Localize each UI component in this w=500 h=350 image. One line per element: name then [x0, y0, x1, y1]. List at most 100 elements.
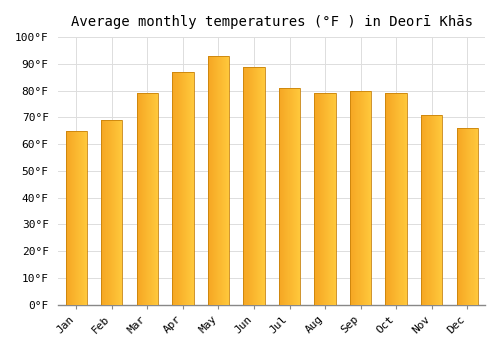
Bar — [104, 120, 106, 304]
Bar — [360, 91, 362, 304]
Bar — [282, 88, 283, 304]
Bar — [85, 131, 86, 304]
Bar — [80, 131, 82, 304]
Bar — [468, 128, 469, 304]
Bar — [250, 66, 251, 304]
Bar — [314, 93, 336, 304]
Bar — [216, 56, 218, 304]
Bar — [439, 115, 440, 304]
Bar — [320, 93, 321, 304]
Bar — [144, 93, 145, 304]
Bar — [225, 56, 226, 304]
Bar — [73, 131, 74, 304]
Bar — [432, 115, 433, 304]
Bar — [254, 66, 255, 304]
Bar — [350, 91, 372, 304]
Bar — [224, 56, 225, 304]
Bar — [155, 93, 156, 304]
Bar — [393, 93, 394, 304]
Bar — [226, 56, 227, 304]
Bar — [290, 88, 292, 304]
Bar — [110, 120, 112, 304]
Bar — [472, 128, 474, 304]
Bar — [358, 91, 360, 304]
Bar — [470, 128, 472, 304]
Bar — [398, 93, 400, 304]
Bar — [351, 91, 352, 304]
Bar — [292, 88, 294, 304]
Bar — [464, 128, 465, 304]
Bar — [140, 93, 141, 304]
Bar — [326, 93, 327, 304]
Bar — [113, 120, 114, 304]
Bar — [141, 93, 142, 304]
Bar — [256, 66, 257, 304]
Bar — [186, 72, 187, 304]
Bar — [284, 88, 285, 304]
Bar — [462, 128, 463, 304]
Bar — [460, 128, 461, 304]
Bar — [367, 91, 368, 304]
Bar — [78, 131, 80, 304]
Bar — [288, 88, 290, 304]
Bar — [188, 72, 190, 304]
Bar — [436, 115, 437, 304]
Bar — [70, 131, 71, 304]
Bar — [428, 115, 430, 304]
Bar — [461, 128, 462, 304]
Bar — [228, 56, 229, 304]
Bar — [396, 93, 397, 304]
Bar — [101, 120, 122, 304]
Bar — [208, 56, 209, 304]
Bar — [82, 131, 84, 304]
Bar — [172, 72, 194, 304]
Bar — [184, 72, 185, 304]
Bar — [437, 115, 438, 304]
Bar — [328, 93, 330, 304]
Bar — [214, 56, 215, 304]
Bar — [424, 115, 426, 304]
Bar — [440, 115, 442, 304]
Bar — [115, 120, 116, 304]
Bar — [66, 131, 68, 304]
Bar — [212, 56, 213, 304]
Bar — [352, 91, 353, 304]
Bar — [327, 93, 328, 304]
Bar — [434, 115, 435, 304]
Bar — [248, 66, 250, 304]
Bar — [321, 93, 322, 304]
Bar — [143, 93, 144, 304]
Bar — [157, 93, 158, 304]
Bar — [244, 66, 264, 304]
Bar — [318, 93, 320, 304]
Bar — [176, 72, 178, 304]
Bar — [298, 88, 299, 304]
Bar — [260, 66, 262, 304]
Bar — [426, 115, 428, 304]
Bar — [353, 91, 354, 304]
Bar — [139, 93, 140, 304]
Bar — [178, 72, 180, 304]
Bar — [114, 120, 115, 304]
Bar — [421, 115, 442, 304]
Bar — [406, 93, 407, 304]
Bar — [474, 128, 476, 304]
Bar — [253, 66, 254, 304]
Bar — [174, 72, 176, 304]
Bar — [397, 93, 398, 304]
Bar — [386, 93, 407, 304]
Bar — [138, 93, 139, 304]
Bar — [430, 115, 432, 304]
Bar — [68, 131, 69, 304]
Bar — [279, 88, 280, 304]
Bar — [435, 115, 436, 304]
Bar — [369, 91, 370, 304]
Bar — [281, 88, 282, 304]
Bar — [187, 72, 188, 304]
Bar — [280, 88, 281, 304]
Bar — [136, 93, 138, 304]
Bar — [283, 88, 284, 304]
Bar — [136, 93, 158, 304]
Bar — [297, 88, 298, 304]
Bar — [180, 72, 182, 304]
